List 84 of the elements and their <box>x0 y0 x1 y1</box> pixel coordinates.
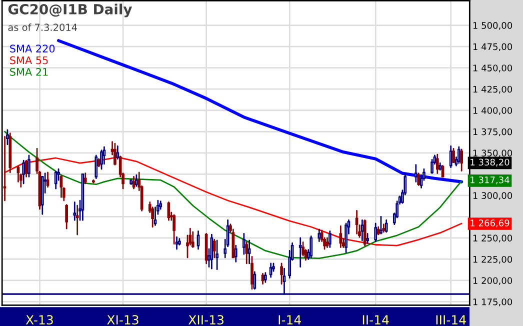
candlestick <box>328 230 332 248</box>
candlestick <box>46 172 50 188</box>
annotation: 1 266,69 <box>470 220 510 228</box>
annotation: 1 338,20 <box>470 158 510 166</box>
candlestick <box>28 154 30 178</box>
series-label: SMA 220 <box>10 44 55 53</box>
candlestick <box>457 146 460 164</box>
candlestick <box>54 170 58 190</box>
candlestick <box>460 148 464 172</box>
candlestick <box>261 272 264 285</box>
annotation: 1 317,34 <box>470 176 510 184</box>
candlestick <box>310 236 313 258</box>
y-tick-label: 1 450,00 <box>473 64 512 72</box>
candlestick <box>248 240 251 264</box>
text: as of 7.3.2014 <box>8 23 78 32</box>
y-tick-label: 1 375,00 <box>473 128 512 136</box>
y-tick-label: 1 350,00 <box>473 150 512 158</box>
candlestick <box>326 237 329 248</box>
candlestick <box>234 244 238 262</box>
candlestick <box>132 176 136 190</box>
candlestick <box>414 164 418 183</box>
y-tick-label: 1 200,00 <box>473 277 512 285</box>
chart-title: GC20@I1B Daily <box>8 4 132 18</box>
candlestick <box>116 145 120 160</box>
candlestick <box>264 272 267 283</box>
candlestick <box>242 233 246 255</box>
text: SMA 55 <box>10 56 48 64</box>
candlestick <box>298 237 302 268</box>
candlestick <box>100 150 103 170</box>
y-tick-label: 1 300,00 <box>473 192 512 200</box>
candlestick <box>280 262 283 285</box>
candlestick <box>22 160 26 184</box>
candlestick <box>114 142 116 166</box>
candlestick <box>60 175 63 198</box>
candlestick <box>94 154 98 180</box>
candlestick <box>172 214 176 245</box>
y-tick-label: 1 400,00 <box>473 107 512 115</box>
candlestick <box>191 231 194 248</box>
candlestick <box>24 160 28 178</box>
candlestick <box>344 222 348 254</box>
candlestick <box>3 136 6 202</box>
candlestick <box>384 219 388 233</box>
candlestick <box>366 233 369 244</box>
candlestick <box>452 148 455 163</box>
candlestick <box>360 219 364 242</box>
y-tick-label: 1 225,00 <box>473 256 512 264</box>
candlestick <box>339 225 342 248</box>
candlestick <box>318 228 321 242</box>
candlestick <box>417 172 420 186</box>
x-tick-label: III-14 <box>436 315 466 324</box>
x-tick-label: XI-13 <box>107 315 138 325</box>
line-series <box>56 39 464 184</box>
candlestick <box>6 129 9 146</box>
x-tick-label: I-14 <box>278 315 301 324</box>
candlestick <box>430 159 434 174</box>
x-tick-label: XII-13 <box>188 315 224 325</box>
candlestick <box>245 242 248 264</box>
x-tick-label: X-13 <box>26 315 53 325</box>
x-tick-label: II-14 <box>362 315 389 324</box>
candlestick <box>175 236 178 250</box>
candlestick <box>269 262 272 278</box>
candlestick <box>253 271 256 290</box>
y-tick-label: 1 425,00 <box>473 86 512 94</box>
candlestick <box>212 238 216 258</box>
y-tick-label: 1 475,00 <box>473 43 512 52</box>
y-tick-label: 1 250,00 <box>473 234 512 242</box>
candlestick <box>76 204 79 236</box>
candlestick <box>441 164 444 178</box>
candlestick <box>374 222 378 242</box>
candlestick <box>436 154 439 174</box>
candlestick <box>355 210 358 234</box>
candlestick <box>380 216 382 234</box>
candlestick <box>363 219 366 246</box>
text: SMA 21 <box>10 68 48 76</box>
candlestick <box>302 242 304 256</box>
candlestick <box>84 172 87 184</box>
y-tick-label: 1 175,00 <box>473 298 512 306</box>
candlestick <box>135 174 138 187</box>
candlestick <box>216 240 218 270</box>
candlestick <box>73 202 76 221</box>
candlestick <box>65 204 68 230</box>
candlestick <box>449 145 452 168</box>
candlestick <box>250 256 254 290</box>
y-tick-label: 1 500,00 <box>473 22 512 30</box>
